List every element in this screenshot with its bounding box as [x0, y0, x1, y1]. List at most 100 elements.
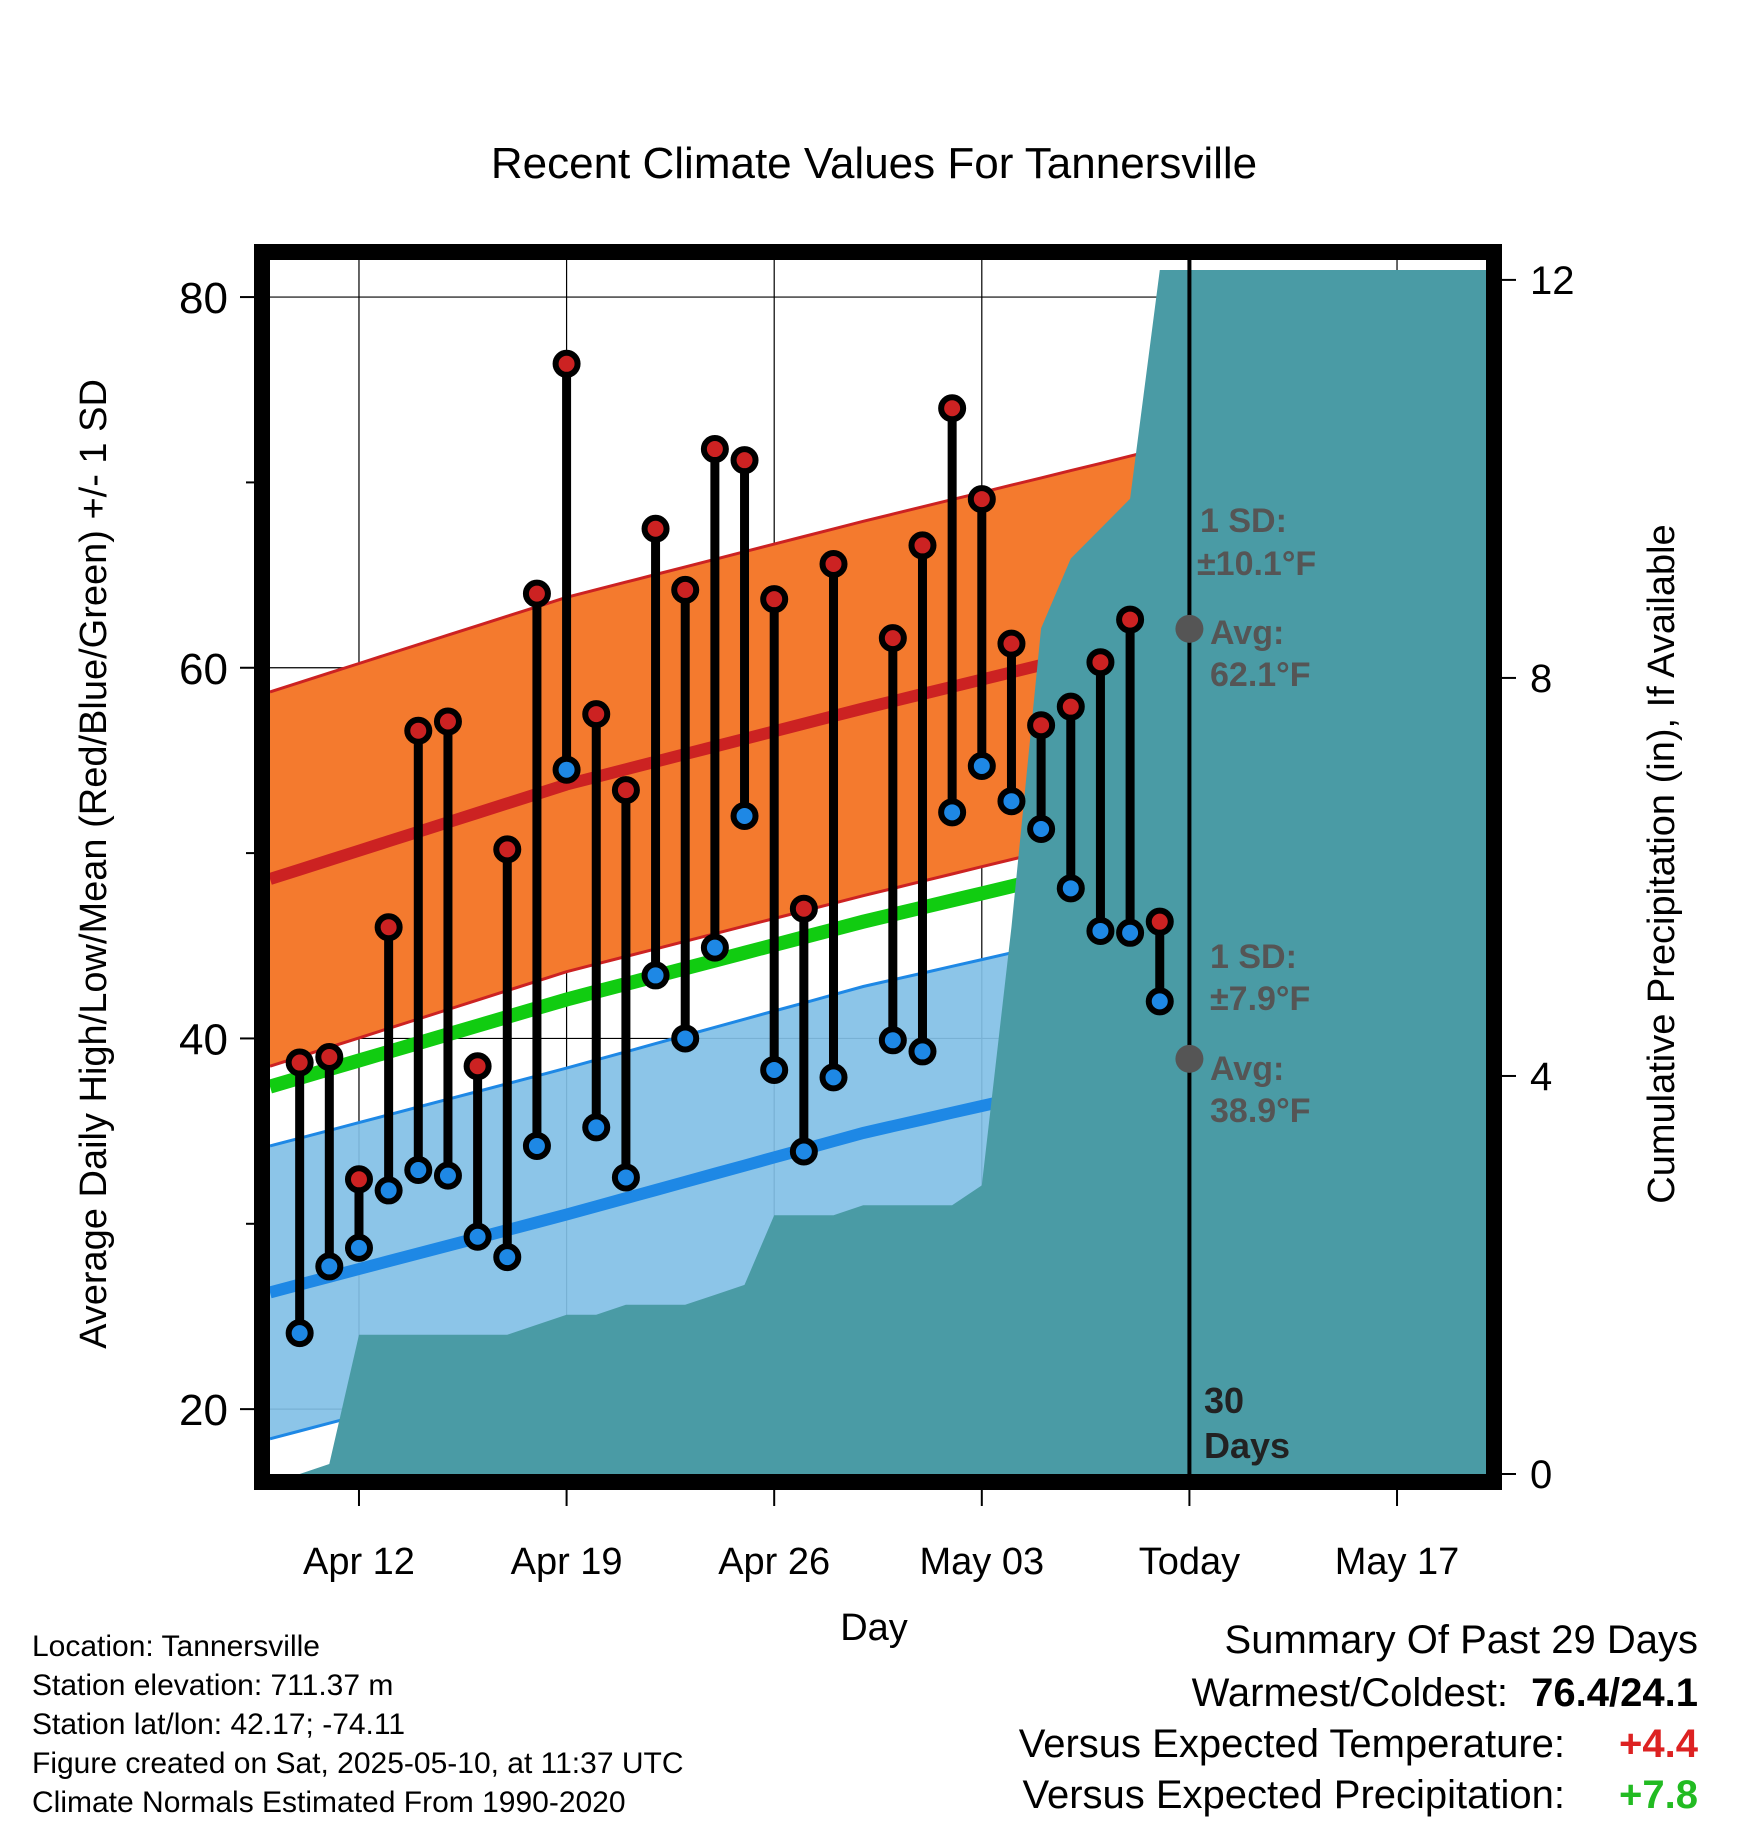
high-point [404, 716, 433, 745]
high-point [878, 624, 907, 653]
info-created: Figure created on Sat, 2025-05-10, at 11… [32, 1747, 684, 1780]
low-avg-value: 38.9°F [1210, 1092, 1311, 1130]
high-point [552, 349, 581, 378]
high-point [641, 514, 670, 543]
high-point [671, 575, 700, 604]
high-point [819, 549, 848, 578]
high-point [611, 776, 640, 805]
x-tick-label: May 03 [919, 1541, 1044, 1583]
chart-title: Recent Climate Values For Tannersville [491, 139, 1257, 188]
today-annotation: 30 Days [1204, 1380, 1290, 1466]
high-point [344, 1165, 373, 1194]
high-point [760, 585, 789, 614]
x-tick-label: Apr 26 [718, 1541, 830, 1583]
today-count: 30 [1204, 1380, 1244, 1421]
low-point [374, 1176, 403, 1205]
low-avg-label: Avg: [1210, 1050, 1284, 1088]
y2-tick-label: 0 [1530, 1453, 1552, 1497]
high-point [1027, 711, 1056, 740]
high-point [1145, 907, 1174, 936]
high-point [908, 531, 937, 560]
high-avg-value: 62.1°F [1210, 656, 1311, 694]
low-point [878, 1026, 907, 1055]
x-tick-label: Apr 19 [511, 1541, 623, 1583]
y2-tick-label: 8 [1530, 657, 1552, 701]
low-point [1027, 815, 1056, 844]
summary-warmest-label: Warmest/Coldest: [1191, 1671, 1508, 1715]
low-point [671, 1024, 700, 1053]
low-sd-value: ±7.9°F [1210, 980, 1310, 1018]
low-point [522, 1131, 551, 1160]
high-point [582, 700, 611, 729]
high-point [730, 446, 759, 475]
low-point [730, 802, 759, 831]
summary-title: Summary Of Past 29 Days [1224, 1618, 1698, 1662]
y2-tick-label: 12 [1530, 259, 1575, 303]
summary-temp-label: Versus Expected Temperature: [1018, 1722, 1565, 1766]
info-elevation: Station elevation: 711.37 m [32, 1669, 394, 1702]
high-point [700, 435, 729, 464]
precipitation-fill [270, 270, 1486, 1474]
plot-area [262, 252, 1494, 1482]
today-unit: Days [1204, 1425, 1290, 1466]
summary-precip-value: +7.8 [1619, 1773, 1698, 1817]
plot-frame [254, 244, 1502, 1490]
daily-range-stems [295, 363, 1165, 1334]
axes: 20 40 60 80 0 4 8 12 Apr 12 Apr 19 Apr 26 May 03 Tod… [179, 259, 1574, 1583]
y2-tick-label: 4 [1530, 1055, 1552, 1099]
low-point [285, 1319, 314, 1348]
low-point [938, 798, 967, 827]
high-point [1116, 605, 1145, 634]
low-avg-dot [1175, 1044, 1204, 1073]
x-tick-label: May 17 [1335, 1541, 1460, 1583]
high-point [433, 707, 462, 736]
low-sd-label: 1 SD: [1210, 938, 1297, 976]
low-point [967, 751, 996, 780]
low-point [789, 1137, 818, 1166]
high-point [463, 1052, 492, 1081]
x-tick-label: Apr 12 [303, 1541, 415, 1583]
low-point [1056, 874, 1085, 903]
y-axis-label: Average Daily High/Low/Mean (Red/Blue/Gr… [73, 379, 115, 1349]
low-point [611, 1163, 640, 1192]
low-point [997, 787, 1026, 816]
high-point [1056, 692, 1085, 721]
low-point [463, 1222, 492, 1251]
y2-axis-label: Cumulative Precipitation (in), If Availa… [1641, 524, 1683, 1203]
daily-points [285, 349, 1174, 1348]
high-point [997, 629, 1026, 658]
summary-temp-value: +4.4 [1619, 1722, 1698, 1766]
high-point [493, 835, 522, 864]
info-latlon: Station lat/lon: 42.17; -74.11 [32, 1708, 406, 1741]
high-point [1086, 648, 1115, 677]
low-point [493, 1243, 522, 1272]
high-point [285, 1048, 314, 1077]
high-sd-label: 1 SD: [1200, 502, 1287, 540]
low-point [582, 1113, 611, 1142]
y-tick-label: 20 [179, 1386, 228, 1435]
low-point [700, 933, 729, 962]
low-point [1145, 987, 1174, 1016]
high-avg-label: Avg: [1210, 614, 1284, 652]
x-tick-label: Today [1139, 1541, 1240, 1583]
y-tick-label: 40 [179, 1015, 228, 1064]
y-tick-label: 80 [179, 274, 228, 323]
high-annotation: 1 SD: ±10.1°F Avg: 62.1°F [1197, 502, 1316, 694]
x-axis-label: Day [840, 1607, 908, 1649]
low-point [641, 961, 670, 990]
today-marker [1175, 260, 1204, 1474]
low-point [819, 1063, 848, 1092]
low-point [1086, 916, 1115, 945]
high-point [522, 579, 551, 608]
info-normals: Climate Normals Estimated From 1990-2020 [32, 1786, 626, 1819]
low-point [344, 1233, 373, 1262]
high-sd-value: ±10.1°F [1197, 545, 1316, 583]
high-point [374, 913, 403, 942]
info-location: Location: Tannersville [32, 1630, 320, 1663]
summary-warmest-value: 76.4/24.1 [1531, 1671, 1698, 1715]
high-point [789, 894, 818, 923]
low-point [760, 1055, 789, 1084]
low-point [315, 1252, 344, 1281]
low-point [404, 1156, 433, 1185]
